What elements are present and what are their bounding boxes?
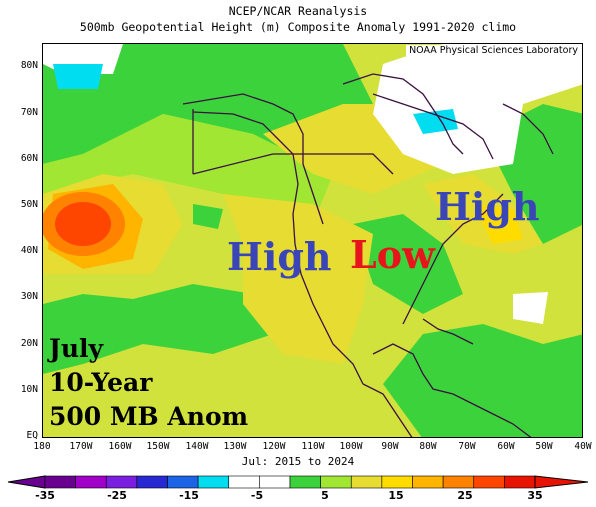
annotation-high-west: High (227, 234, 332, 279)
credit-label: NOAA Physical Sciences Laboratory (406, 45, 581, 56)
colorbar-label-5: 5 (321, 489, 329, 502)
colorbar-cell (320, 475, 352, 489)
date-range: Jul: 2015 to 2024 (241, 455, 355, 468)
lat-label-60n: 60N (20, 153, 38, 164)
colorbar-label-neg25: -25 (107, 489, 127, 502)
lon-label-80w: 80W (419, 441, 437, 452)
lat-label-40n: 40N (20, 245, 38, 256)
lon-label-70w: 70W (458, 441, 476, 452)
anomaly-map-graphic (43, 44, 582, 437)
colorbar-cell (44, 475, 76, 489)
lat-label-30n: 30N (20, 291, 38, 302)
lon-label-100w: 100W (339, 441, 363, 452)
colorbar-label-neg35: -35 (35, 489, 55, 502)
colorbar-cell (412, 475, 444, 489)
colorbar-label-35: 35 (527, 489, 543, 502)
annotation-high-east: High (435, 184, 540, 229)
colorbar-label-15: 15 (388, 489, 404, 502)
lon-label-130w: 130W (223, 441, 247, 452)
lon-label-110w: 110W (301, 441, 325, 452)
colorbar-cell (105, 475, 138, 489)
map-title: NCEP/NCAR Reanalysis (228, 4, 368, 18)
colorbar-arrow-low (7, 475, 46, 489)
lat-label-eq: EQ (26, 430, 38, 441)
lon-label-160w: 160W (108, 441, 132, 452)
lon-label-50w: 50W (535, 441, 553, 452)
colorbar-cell (381, 475, 413, 489)
lat-label-70n: 70N (20, 107, 38, 118)
colorbar-cell (197, 475, 230, 489)
colorbar-cell (167, 475, 199, 489)
colorbar-label-neg5: -5 (250, 489, 264, 502)
caption-level: 500 MB Anom (49, 402, 249, 431)
colorbar-cell (289, 475, 321, 489)
colorbar-cell (442, 475, 475, 489)
lon-label-120w: 120W (262, 441, 286, 452)
lon-label-60w: 60W (497, 441, 515, 452)
colorbar-label-25: 25 (457, 489, 473, 502)
lat-label-20n: 20N (20, 338, 38, 349)
map-subtitle: 500mb Geopotential Height (m) Composite … (79, 20, 517, 34)
colorbar-cell (504, 475, 536, 489)
annotation-low: Low (350, 232, 435, 277)
lon-label-180: 180 (33, 441, 51, 452)
colorbar-cell (259, 475, 291, 489)
colorbar-cell (136, 475, 168, 489)
colorbar-cell (75, 475, 107, 489)
lat-label-50n: 50N (20, 199, 38, 210)
anomaly-map: NOAA Physical Sciences Laboratory High L… (42, 43, 583, 438)
caption-month: July (49, 334, 104, 363)
colorbar-arrow-high (534, 475, 589, 489)
lon-label-170w: 170W (69, 441, 93, 452)
lon-label-40w: 40W (574, 441, 592, 452)
colorbar-cell (228, 475, 260, 489)
lat-label-10n: 10N (20, 384, 38, 395)
colorbar-label-neg15: -15 (179, 489, 199, 502)
colorbar-cell (350, 475, 383, 489)
colorbar-cell (473, 475, 505, 489)
lon-label-150w: 150W (146, 441, 170, 452)
lat-label-80n: 80N (20, 60, 38, 71)
caption-period: 10-Year (49, 368, 153, 397)
colorbar (7, 475, 589, 489)
lon-label-140w: 140W (185, 441, 209, 452)
lon-label-90w: 90W (381, 441, 399, 452)
